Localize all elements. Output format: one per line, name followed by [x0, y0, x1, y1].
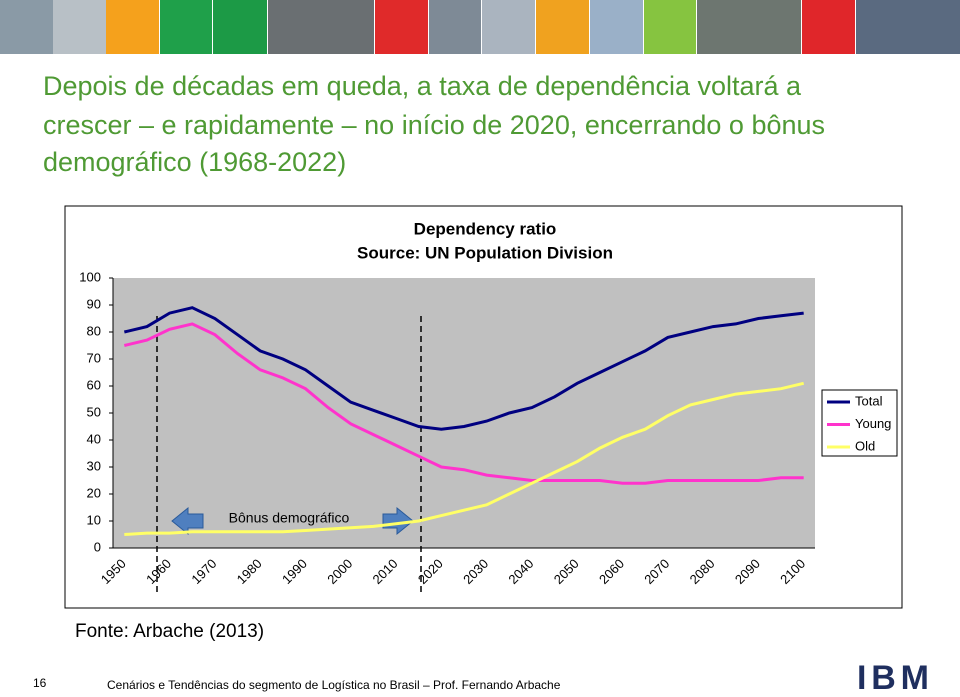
line-series: [124, 381, 805, 536]
y-tick-label: 30: [87, 458, 101, 473]
page-number: 16: [33, 676, 47, 690]
logo: IBM: [857, 659, 929, 697]
y-tick-label: 10: [87, 512, 101, 527]
legend-label: Young: [855, 416, 891, 431]
slide-title: demográfico (1968-2022): [43, 147, 346, 177]
footer-text: Cenários e Tendências do segmento de Log…: [107, 678, 561, 692]
legend-label: Old: [855, 438, 875, 453]
y-tick-label: 80: [87, 323, 101, 338]
legend-label: Total: [855, 393, 883, 408]
arrow: [382, 506, 414, 536]
line-series: [123, 322, 804, 485]
y-tick-label: 90: [87, 296, 101, 311]
plot-area: [113, 278, 815, 548]
line-series: [123, 306, 804, 431]
y-tick-label: 20: [87, 485, 101, 500]
source: Fonte: Arbache (2013): [75, 621, 264, 642]
y-tick-label: 100: [79, 269, 101, 284]
y-tick-label: 70: [87, 350, 101, 365]
y-tick-label: 50: [87, 404, 101, 419]
header-strip: [0, 0, 960, 54]
chart-title: Dependency ratio: [414, 219, 557, 238]
slide-title: crescer – e rapidamente – no início de 2…: [43, 110, 825, 140]
y-tick-label: 0: [94, 539, 101, 554]
annotation: Bônus demográfico: [229, 510, 350, 526]
y-tick-label: 40: [87, 431, 101, 446]
slide-title: Depois de décadas em queda, a taxa de de…: [43, 71, 802, 101]
chart-subtitle: Source: UN Population Division: [357, 243, 613, 262]
y-tick-label: 60: [87, 377, 101, 392]
